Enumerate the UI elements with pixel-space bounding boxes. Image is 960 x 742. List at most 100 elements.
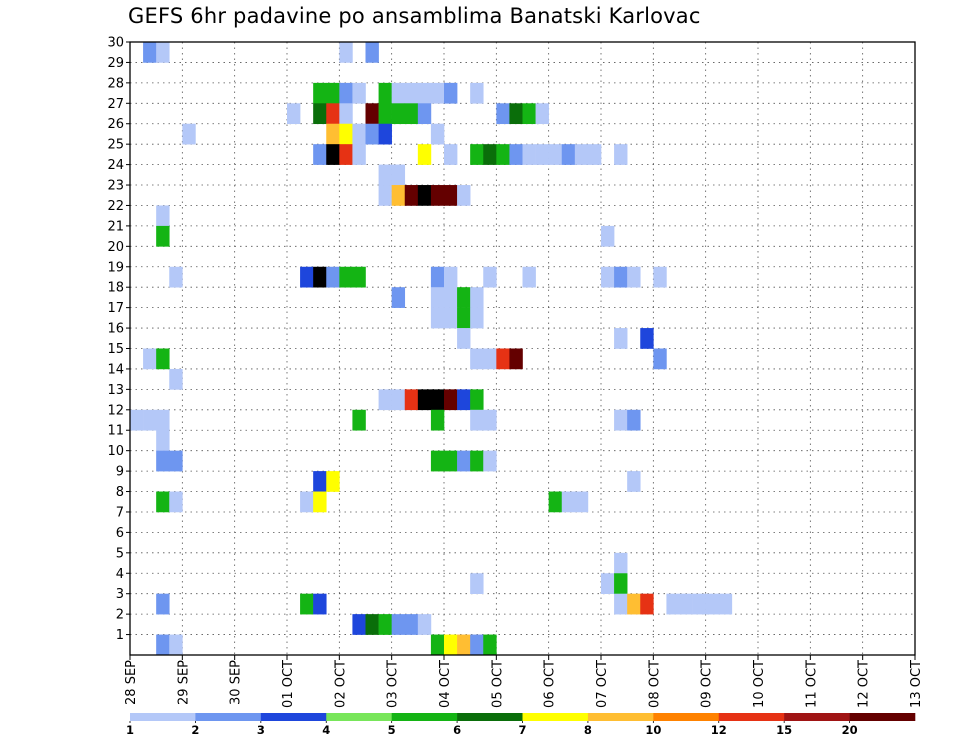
legend-swatch [260, 713, 327, 721]
legend-label: 12 [711, 723, 727, 737]
heatmap-cell [587, 144, 602, 165]
heatmap-cell [339, 42, 353, 63]
heatmap-cell [679, 593, 693, 615]
heatmap-cell [156, 593, 170, 615]
heatmap-cell [417, 389, 432, 411]
heatmap-cell [614, 552, 628, 574]
heatmap-cell [313, 82, 327, 104]
x-tick-label: 05 OCT [490, 660, 505, 708]
legend-label: 1 [126, 723, 134, 737]
y-tick-label: 8 [116, 485, 124, 500]
y-tick-label: 27 [107, 97, 124, 112]
heatmap-cell [444, 144, 458, 165]
heatmap-cell [470, 634, 484, 656]
y-tick-label: 17 [107, 301, 124, 316]
heatmap-cell [391, 185, 406, 206]
heatmap-cell [483, 266, 497, 288]
y-tick-label: 22 [107, 199, 124, 214]
heatmap-cell [614, 144, 628, 165]
heatmap-cell [705, 593, 720, 615]
heatmap-cell [444, 82, 458, 104]
heatmap-cell [313, 491, 327, 513]
y-tick-label: 15 [107, 342, 124, 357]
heatmap-cell [404, 614, 419, 635]
heatmap-cell [444, 307, 458, 329]
heatmap-cell [404, 82, 419, 104]
heatmap-cell [156, 348, 170, 370]
heatmap-cell [430, 287, 445, 308]
heatmap-cell [143, 348, 157, 370]
heatmap-cell [457, 185, 471, 206]
heatmap-cell [378, 103, 392, 125]
heatmap-cell [444, 389, 458, 411]
legend-swatch [522, 713, 589, 721]
x-tick-label: 09 OCT [700, 660, 715, 708]
heatmap-cell [313, 266, 327, 288]
y-tick-label: 12 [107, 403, 124, 418]
heatmap-cell [339, 266, 353, 288]
y-tick-label: 9 [116, 465, 124, 480]
heatmap-cell [352, 614, 366, 635]
heatmap-cell [535, 103, 549, 125]
heatmap-cell [483, 144, 497, 165]
heatmap-cell [430, 450, 445, 472]
heatmap-cell [143, 409, 157, 431]
heatmap-cell [156, 634, 170, 656]
heatmap-cell [457, 389, 471, 411]
heatmap-cell [143, 42, 157, 63]
heatmap-cell [130, 409, 144, 431]
legend-swatch [587, 713, 654, 721]
heatmap-cell [169, 634, 183, 656]
heatmap-cell [509, 103, 523, 125]
heatmap-cell [156, 409, 170, 431]
legend-label: 4 [322, 723, 330, 737]
legend-label: 3 [257, 723, 265, 737]
heatmap-cell [378, 185, 392, 206]
heatmap-cell [169, 266, 183, 288]
heatmap-cell [718, 593, 733, 615]
heatmap-cell [339, 123, 353, 145]
heatmap-cell [156, 450, 170, 472]
heatmap-cell [470, 573, 484, 594]
x-tick-label: 06 OCT [543, 660, 558, 708]
heatmap-cell [156, 491, 170, 513]
legend-swatch [457, 713, 523, 721]
heatmap-cell [391, 287, 406, 308]
heatmap-cell [470, 82, 484, 104]
heatmap-cell [444, 266, 458, 288]
x-tick-label: 13 OCT [909, 660, 924, 708]
heatmap-cell [444, 287, 458, 308]
heatmap-cell [614, 573, 628, 594]
y-tick-label: 13 [107, 383, 124, 398]
heatmap-cell [496, 144, 510, 165]
heatmap-cell [653, 266, 667, 288]
heatmap-cell [430, 389, 445, 411]
legend-swatch [849, 713, 916, 721]
heatmap-cell [352, 123, 366, 145]
y-tick-label: 25 [107, 138, 124, 153]
heatmap-cell [430, 307, 445, 329]
legend-swatch [653, 713, 720, 721]
heatmap-cell [417, 185, 432, 206]
heatmap-cell [378, 614, 392, 635]
legend-swatch [130, 713, 196, 721]
legend-label: 20 [842, 723, 858, 737]
heatmap-cell [470, 287, 484, 308]
heatmap-cell [391, 103, 406, 125]
y-tick-label: 6 [116, 526, 124, 541]
y-tick-label: 1 [116, 628, 124, 643]
heatmap-cell [614, 266, 628, 288]
heatmap-cells [130, 42, 733, 656]
heatmap-cell [300, 491, 314, 513]
heatmap-cell [470, 348, 484, 370]
heatmap-cell [522, 144, 536, 165]
heatmap-cell [653, 348, 667, 370]
heatmap-cell [391, 389, 406, 411]
legend-swatch [195, 713, 262, 721]
x-tick-label: 29 SEP [176, 660, 191, 705]
heatmap-cell [417, 82, 432, 104]
heatmap-cell [470, 450, 484, 472]
heatmap-cell [313, 593, 327, 615]
heatmap-cell [430, 409, 445, 431]
